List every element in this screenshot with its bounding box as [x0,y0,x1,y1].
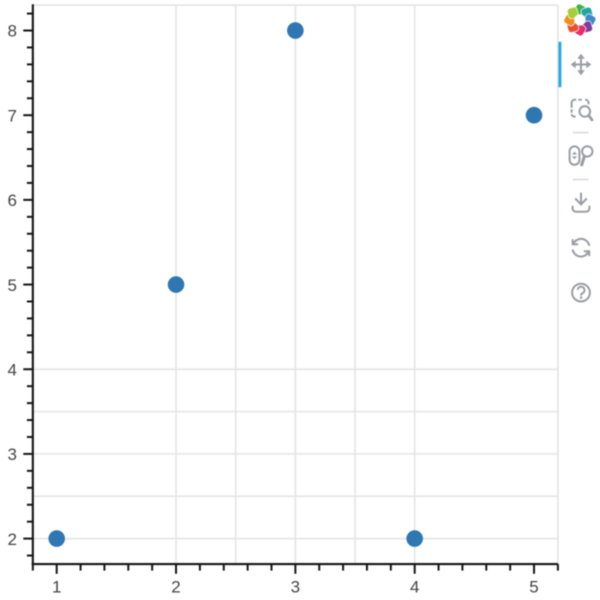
svg-text:8: 8 [8,22,17,41]
svg-text:2: 2 [8,530,17,549]
svg-text:3: 3 [291,578,300,597]
svg-text:4: 4 [8,360,17,379]
svg-text:3: 3 [8,445,17,464]
svg-text:2: 2 [171,578,180,597]
svg-text:4: 4 [410,578,419,597]
svg-text:7: 7 [8,106,17,125]
svg-text:6: 6 [8,191,17,210]
svg-text:5: 5 [529,578,538,597]
svg-text:5: 5 [8,276,17,295]
svg-text:1: 1 [52,578,61,597]
